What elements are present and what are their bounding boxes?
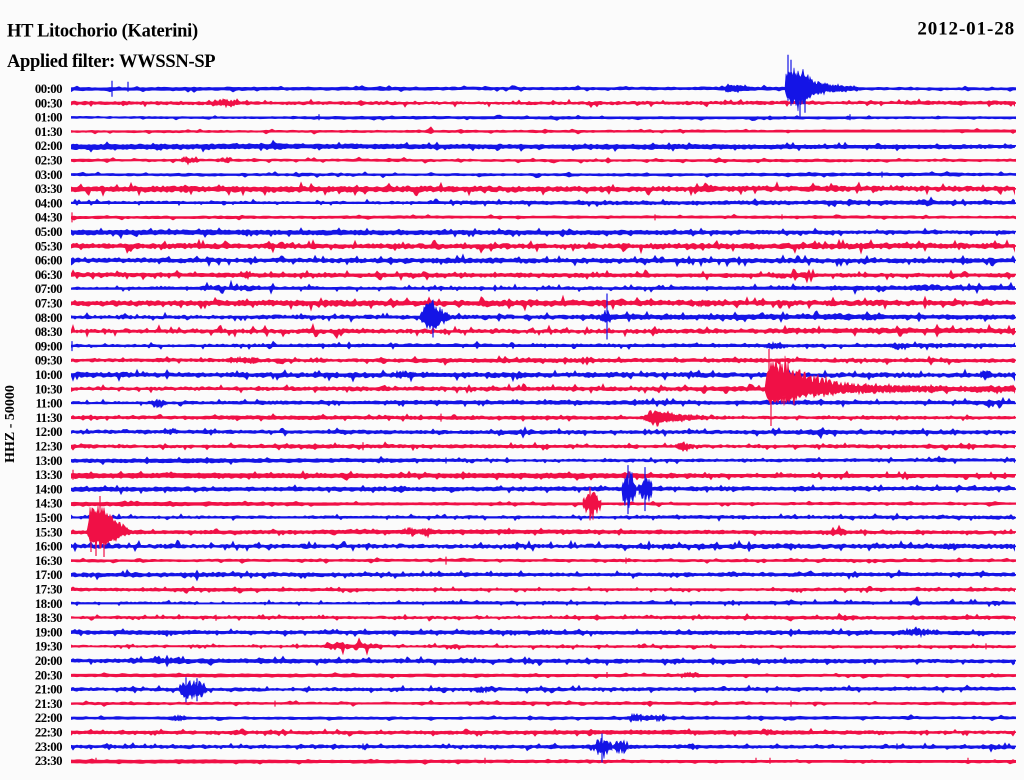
svg-text:07:30: 07:30 xyxy=(35,297,62,311)
svg-text:12:00: 12:00 xyxy=(35,425,62,439)
svg-text:09:30: 09:30 xyxy=(35,354,62,368)
svg-text:04:30: 04:30 xyxy=(35,211,62,225)
svg-text:06:30: 06:30 xyxy=(35,268,62,282)
svg-text:19:00: 19:00 xyxy=(35,625,62,639)
svg-text:14:00: 14:00 xyxy=(35,482,62,496)
svg-text:13:00: 13:00 xyxy=(35,454,62,468)
svg-text:05:30: 05:30 xyxy=(35,239,62,253)
svg-text:10:00: 10:00 xyxy=(35,368,62,382)
svg-text:20:00: 20:00 xyxy=(35,654,62,668)
svg-text:13:30: 13:30 xyxy=(35,468,62,482)
svg-text:02:00: 02:00 xyxy=(35,139,62,153)
svg-text:Applied filter: WWSSN-SP: Applied filter: WWSSN-SP xyxy=(7,52,215,72)
svg-text:17:00: 17:00 xyxy=(35,568,62,582)
svg-text:21:00: 21:00 xyxy=(35,683,62,697)
svg-text:2012-01-28: 2012-01-28 xyxy=(917,19,1015,40)
svg-text:20:30: 20:30 xyxy=(35,668,62,682)
svg-text:00:30: 00:30 xyxy=(35,96,62,110)
svg-text:18:30: 18:30 xyxy=(35,611,62,625)
svg-text:21:30: 21:30 xyxy=(35,697,62,711)
svg-text:HT Litochorio (Katerini): HT Litochorio (Katerini) xyxy=(7,22,198,42)
svg-text:22:00: 22:00 xyxy=(35,711,62,725)
svg-text:07:00: 07:00 xyxy=(35,282,62,296)
svg-text:23:30: 23:30 xyxy=(35,754,62,768)
svg-text:10:30: 10:30 xyxy=(35,382,62,396)
svg-text:01:00: 01:00 xyxy=(35,111,62,125)
svg-text:02:30: 02:30 xyxy=(35,154,62,168)
svg-text:09:00: 09:00 xyxy=(35,339,62,353)
svg-text:04:00: 04:00 xyxy=(35,196,62,210)
svg-text:HHZ - 50000: HHZ - 50000 xyxy=(3,385,18,463)
svg-text:08:30: 08:30 xyxy=(35,325,62,339)
svg-text:15:30: 15:30 xyxy=(35,525,62,539)
svg-text:08:00: 08:00 xyxy=(35,311,62,325)
svg-text:16:30: 16:30 xyxy=(35,554,62,568)
svg-text:03:00: 03:00 xyxy=(35,168,62,182)
svg-text:05:00: 05:00 xyxy=(35,225,62,239)
svg-text:23:00: 23:00 xyxy=(35,740,62,754)
svg-text:01:30: 01:30 xyxy=(35,125,62,139)
svg-text:03:30: 03:30 xyxy=(35,182,62,196)
svg-text:12:30: 12:30 xyxy=(35,440,62,454)
svg-text:00:00: 00:00 xyxy=(35,82,62,96)
svg-text:18:00: 18:00 xyxy=(35,597,62,611)
svg-text:06:00: 06:00 xyxy=(35,254,62,268)
svg-text:22:30: 22:30 xyxy=(35,726,62,740)
svg-text:17:30: 17:30 xyxy=(35,583,62,597)
svg-text:14:30: 14:30 xyxy=(35,497,62,511)
svg-text:19:30: 19:30 xyxy=(35,640,62,654)
svg-text:11:00: 11:00 xyxy=(36,397,63,411)
svg-text:11:30: 11:30 xyxy=(36,411,63,425)
svg-text:16:00: 16:00 xyxy=(35,540,62,554)
svg-text:15:00: 15:00 xyxy=(35,511,62,525)
